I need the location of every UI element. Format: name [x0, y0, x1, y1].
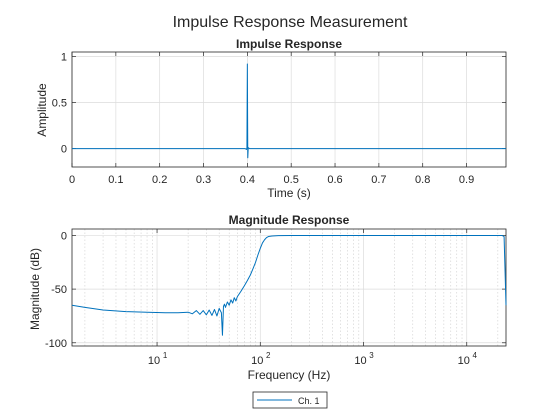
- y-tick-label: 1: [61, 52, 67, 64]
- y-tick-label: -50: [51, 284, 67, 296]
- x-tick-label: 0.9: [459, 174, 474, 186]
- x-tick-label: 0.5: [284, 174, 299, 186]
- x-tick-label: 0.4: [240, 174, 255, 186]
- magnitude-response-xlabel: Frequency (Hz): [248, 368, 331, 382]
- y-tick-label: -100: [45, 338, 67, 350]
- impulse-response-panel: Impulse Response Amplitude Time (s) 0 0.1…: [35, 37, 507, 200]
- magnitude-response-panel: Magnitude Response Magnitude (dB) Freque…: [28, 213, 507, 382]
- figure-title: Impulse Response Measurement: [173, 14, 408, 31]
- x-tick-label: 0.1: [108, 174, 123, 186]
- x-tick-label: 10: [148, 355, 160, 367]
- x-tick-label: 0.7: [371, 174, 386, 186]
- legend-label-ch1: Ch. 1: [298, 396, 320, 406]
- x-tick-label: 0.6: [327, 174, 342, 186]
- impulse-response-title: Impulse Response: [236, 37, 342, 51]
- series-line: [72, 63, 506, 159]
- x-tick-label: 0: [69, 174, 75, 186]
- x-tick-label-exponent: 1: [163, 351, 168, 360]
- magnitude-response-ylabel: Magnitude (dB): [28, 248, 42, 330]
- x-tick-label-exponent: 4: [473, 351, 478, 360]
- impulse-response-xlabel: Time (s): [267, 186, 311, 200]
- legend[interactable]: Ch. 1: [252, 391, 328, 409]
- y-tick-label: 0: [61, 230, 67, 242]
- impulse-response-ylabel: Amplitude: [35, 83, 49, 137]
- y-tick-label: 0: [61, 144, 67, 156]
- y-tick-label: 0.5: [52, 98, 67, 110]
- magnitude-response-title: Magnitude Response: [229, 213, 350, 227]
- x-tick-label: 10: [458, 355, 470, 367]
- x-tick-label: 0.3: [196, 174, 211, 186]
- x-tick-label: 10: [354, 355, 366, 367]
- x-tick-label-exponent: 3: [369, 351, 374, 360]
- x-tick-label-exponent: 2: [266, 351, 271, 360]
- series-line: [71, 234, 507, 336]
- x-tick-label: 0.8: [415, 174, 430, 186]
- x-tick-label: 0.2: [152, 174, 167, 186]
- x-tick-label: 10: [251, 355, 263, 367]
- axes-box: [71, 51, 507, 168]
